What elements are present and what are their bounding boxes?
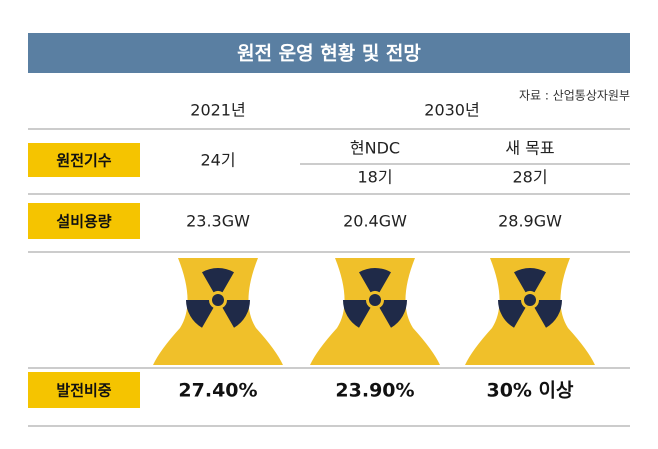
radiation-blade <box>514 268 546 293</box>
cell: 24기 <box>200 151 235 170</box>
cell: 20.4GW <box>343 212 407 231</box>
row-label-box <box>28 372 140 408</box>
radiation-blade <box>498 300 526 328</box>
towers <box>153 258 595 365</box>
cell: 28기 <box>512 168 547 187</box>
year: 2021년 <box>190 101 245 120</box>
cooling-tower <box>465 258 595 365</box>
cell: 30% 이상 <box>486 380 574 402</box>
radiation-blade <box>359 268 391 293</box>
cell: 23.3GW <box>186 212 250 231</box>
cell: 28.9GW <box>498 212 562 231</box>
cooling-tower <box>153 258 283 365</box>
radiation-blade <box>222 300 250 328</box>
radiation-blade <box>379 300 407 328</box>
cell: 18기 <box>357 168 392 187</box>
row-label: 원전기수 <box>56 152 111 170</box>
cell: 27.40% <box>178 380 257 402</box>
title-bar <box>28 33 630 73</box>
year: 2030년 <box>424 101 479 120</box>
scenario: 현NDC <box>350 139 400 158</box>
radiation-center <box>369 294 381 306</box>
source: 자료 : 산업통상자원부 <box>519 89 630 103</box>
title: 원전 운영 현황 및 전망 <box>237 42 421 65</box>
radiation-blade <box>343 300 371 328</box>
row-label: 발전비중 <box>56 382 111 400</box>
radiation-blade <box>186 300 214 328</box>
row-label-box <box>28 203 140 239</box>
cell: 23.90% <box>335 380 414 402</box>
radiation-center <box>524 294 536 306</box>
radiation-blade <box>202 268 234 293</box>
row-label: 설비용량 <box>56 213 111 231</box>
cooling-tower <box>310 258 440 365</box>
row-label-box <box>28 143 140 177</box>
radiation-center <box>212 294 224 306</box>
radiation-blade <box>534 300 562 328</box>
scenario: 새 목표 <box>505 139 554 158</box>
